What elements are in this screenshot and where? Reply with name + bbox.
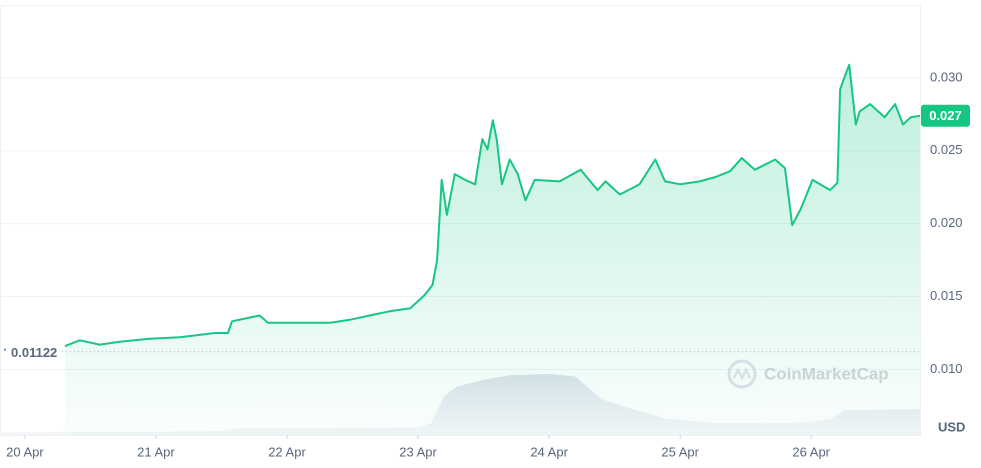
- x-tick-label: 20 Apr: [6, 444, 44, 459]
- watermark-text: CoinMarketCap: [764, 364, 889, 383]
- current-price-label: 0.027: [929, 108, 962, 123]
- y-tick-label: 0.015: [930, 288, 963, 303]
- x-tick-label: 26 Apr: [792, 444, 830, 459]
- price: [62, 63, 921, 436]
- start-price-label: 0.01122: [11, 345, 57, 360]
- start-dot: [4, 348, 6, 351]
- y-tick-label: 0.010: [930, 361, 963, 376]
- y-tick-label: 0.020: [930, 215, 963, 230]
- y-unit: USD: [938, 419, 965, 434]
- labels: 0.010 0.015 0.020 0.025 0.030 20 Apr 21 Apr 22 …: [4, 69, 970, 459]
- x-tick-label: 24 Apr: [530, 444, 568, 459]
- price-line: [64, 63, 921, 348]
- x-tick-label: 23 Apr: [399, 444, 437, 459]
- x-tick-label: 22 Apr: [268, 444, 306, 459]
- plot-frame: [0, 5, 921, 436]
- current-price-tag: [921, 104, 970, 127]
- y-tick-label: 0.025: [930, 142, 963, 157]
- x-tick-label: 25 Apr: [661, 444, 699, 459]
- y-tick-label: 0.030: [930, 69, 963, 84]
- price-area: [64, 64, 920, 436]
- watermark: CoinMarketCap: [727, 359, 889, 389]
- x-tick-label: 21 Apr: [137, 444, 175, 459]
